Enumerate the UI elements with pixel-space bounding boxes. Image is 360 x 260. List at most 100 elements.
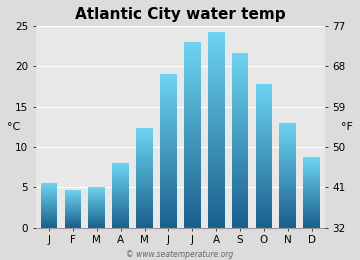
Bar bbox=[279, 205, 296, 206]
Bar bbox=[184, 183, 201, 184]
Bar bbox=[160, 126, 177, 127]
Bar bbox=[184, 80, 201, 81]
Bar bbox=[208, 184, 225, 185]
Bar bbox=[160, 82, 177, 83]
Bar bbox=[136, 166, 153, 167]
Bar bbox=[208, 128, 225, 129]
Bar bbox=[279, 191, 296, 192]
Bar bbox=[208, 159, 225, 160]
Bar bbox=[160, 113, 177, 114]
Bar bbox=[184, 150, 201, 151]
Bar bbox=[256, 86, 272, 87]
Bar bbox=[136, 219, 153, 220]
Bar bbox=[160, 116, 177, 117]
Bar bbox=[303, 169, 320, 170]
Bar bbox=[256, 112, 272, 113]
Bar bbox=[208, 197, 225, 198]
Bar bbox=[160, 138, 177, 139]
Bar bbox=[279, 145, 296, 146]
Bar bbox=[184, 45, 201, 46]
Bar bbox=[208, 160, 225, 161]
Bar bbox=[208, 222, 225, 223]
Bar bbox=[160, 124, 177, 125]
Bar bbox=[303, 157, 320, 158]
Bar bbox=[279, 165, 296, 166]
Bar bbox=[256, 176, 272, 177]
Bar bbox=[208, 53, 225, 54]
Bar bbox=[184, 141, 201, 142]
Bar bbox=[184, 72, 201, 73]
Bar bbox=[136, 142, 153, 143]
Bar bbox=[160, 174, 177, 175]
Bar bbox=[160, 112, 177, 113]
Bar bbox=[184, 95, 201, 96]
Bar bbox=[136, 189, 153, 190]
Bar bbox=[184, 107, 201, 108]
Bar bbox=[160, 224, 177, 225]
Bar bbox=[184, 145, 201, 146]
Bar bbox=[232, 169, 248, 170]
Bar bbox=[184, 181, 201, 182]
Bar bbox=[112, 224, 129, 225]
Bar bbox=[184, 199, 201, 200]
Bar bbox=[184, 43, 201, 44]
Bar bbox=[232, 147, 248, 148]
Bar bbox=[232, 154, 248, 155]
Bar bbox=[160, 99, 177, 100]
Bar bbox=[279, 197, 296, 198]
Bar bbox=[232, 207, 248, 208]
Bar bbox=[136, 226, 153, 227]
Bar bbox=[184, 127, 201, 128]
Bar bbox=[232, 121, 248, 122]
Bar bbox=[208, 77, 225, 78]
Bar bbox=[184, 125, 201, 126]
Bar bbox=[232, 167, 248, 168]
Bar bbox=[256, 145, 272, 146]
Bar bbox=[256, 173, 272, 174]
Bar bbox=[256, 185, 272, 186]
Bar bbox=[184, 185, 201, 186]
Bar bbox=[136, 201, 153, 202]
Bar bbox=[160, 80, 177, 81]
Bar bbox=[208, 204, 225, 205]
Bar bbox=[232, 199, 248, 200]
Bar bbox=[279, 220, 296, 221]
Bar bbox=[232, 119, 248, 120]
Bar bbox=[208, 49, 225, 50]
Bar bbox=[160, 127, 177, 128]
Bar bbox=[208, 141, 225, 142]
Bar bbox=[232, 159, 248, 160]
Bar bbox=[256, 206, 272, 207]
Bar bbox=[232, 102, 248, 103]
Bar bbox=[136, 184, 153, 185]
Bar bbox=[279, 152, 296, 153]
Bar bbox=[232, 145, 248, 146]
Bar bbox=[160, 175, 177, 176]
Bar bbox=[303, 185, 320, 186]
Bar bbox=[208, 82, 225, 83]
Bar bbox=[112, 189, 129, 190]
Bar bbox=[303, 177, 320, 178]
Bar bbox=[303, 198, 320, 199]
Bar bbox=[279, 158, 296, 159]
Bar bbox=[208, 108, 225, 109]
Bar bbox=[184, 206, 201, 207]
Bar bbox=[303, 190, 320, 191]
Bar bbox=[112, 185, 129, 186]
Bar bbox=[160, 96, 177, 97]
Bar bbox=[136, 187, 153, 188]
Bar bbox=[184, 213, 201, 214]
Bar bbox=[184, 56, 201, 57]
Bar bbox=[160, 92, 177, 93]
Bar bbox=[256, 87, 272, 88]
Bar bbox=[184, 84, 201, 85]
Bar bbox=[184, 116, 201, 117]
Bar bbox=[136, 152, 153, 153]
Bar bbox=[136, 198, 153, 199]
Bar bbox=[256, 109, 272, 110]
Bar bbox=[160, 210, 177, 211]
Bar bbox=[112, 168, 129, 169]
Bar bbox=[279, 139, 296, 140]
Bar bbox=[136, 130, 153, 131]
Bar bbox=[256, 184, 272, 185]
